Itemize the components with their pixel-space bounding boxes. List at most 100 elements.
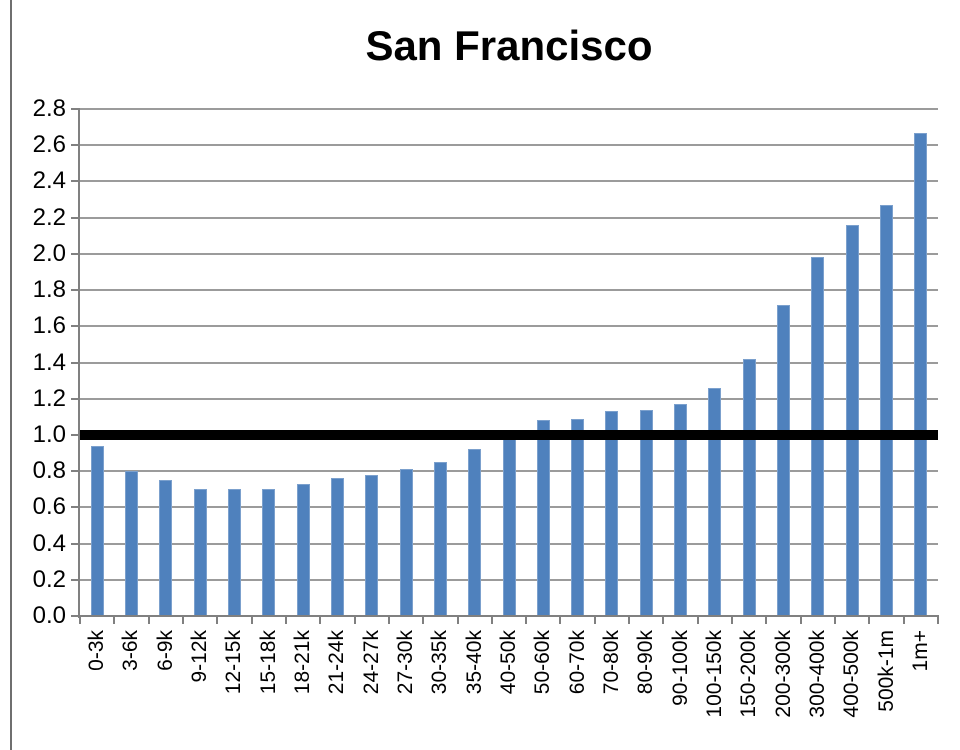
x-axis-tick [731,615,734,624]
x-axis-tick [490,615,493,624]
bar [880,204,894,616]
x-axis-tick [319,615,322,624]
y-axis-tick [71,506,80,509]
y-axis-label: 0.0 [32,602,66,629]
bar [914,132,928,616]
x-axis-label: 18-21k [291,630,315,695]
x-axis-label: 1m+ [908,630,932,672]
gridline [80,361,938,364]
gridline [80,397,938,400]
bar [262,489,276,616]
x-axis-label: 400-500k [840,630,864,718]
y-axis-label: 1.6 [32,312,66,340]
y-axis-tick [71,542,80,545]
bar [571,418,585,616]
bar [742,358,756,616]
y-axis-tick [71,470,80,473]
x-axis-tick [113,615,116,624]
page-edge-line [10,0,12,750]
x-axis-tick [834,615,837,624]
y-axis-label: 2.2 [32,203,66,231]
bar [433,462,447,616]
y-axis-label: 0.4 [32,529,66,557]
x-axis-tick [662,615,665,624]
y-axis-label: 1.8 [32,276,66,304]
y-axis-tick [71,325,80,328]
y-axis-tick [71,216,80,219]
x-axis-tick [422,615,425,624]
bar [639,409,653,616]
x-axis-label: 40-50k [497,630,520,695]
x-axis-label: 27-30k [394,630,418,695]
x-axis-tick [284,615,287,624]
x-axis-label: 90-100k [668,630,692,706]
x-axis-tick [799,615,802,624]
x-axis-label: 200-300k [771,630,795,718]
y-axis-label: 1.0 [32,420,66,448]
y-axis-label: 2.0 [32,239,66,267]
y-axis-label: 1.4 [32,348,66,376]
x-axis-label: 3-6k [119,630,143,671]
x-axis-label: 12-15k [222,630,246,695]
x-axis-tick [456,615,459,624]
x-axis-tick [250,615,253,624]
bar [159,480,173,616]
y-axis-tick [71,615,80,617]
bar [777,304,791,616]
gridline [80,252,938,255]
bar [399,469,413,616]
y-axis-label: 2.4 [32,167,66,195]
x-axis-tick [147,615,150,624]
x-axis-label: 500k-1m [874,630,898,712]
y-axis-tick [71,144,80,147]
x-axis-tick [525,615,528,624]
x-axis-tick [628,615,631,624]
bar [674,404,688,616]
x-axis-label: 80-90k [634,630,658,695]
bar [536,420,550,616]
x-axis-label: 21-24k [325,630,349,695]
y-axis-label: 2.6 [32,131,66,159]
y-axis-tick [71,397,80,400]
y-axis-tick [71,252,80,255]
x-axis-tick [216,615,219,624]
y-axis-tick [71,361,80,364]
y-axis-tick [71,180,80,183]
x-axis-tick [181,615,184,624]
y-axis-tick [71,433,80,436]
x-axis-label: 9-12k [188,630,212,683]
y-axis-label: 2.8 [32,95,66,122]
y-axis-label: 0.2 [32,565,66,593]
x-axis-label: 50-60k [531,630,555,695]
x-axis-label: 70-80k [599,630,623,695]
x-axis-tick [902,615,905,624]
x-axis-tick [559,615,562,624]
x-axis-label: 300-400k [805,630,829,718]
y-axis-line [78,109,80,618]
bar [124,471,138,616]
y-axis-label: 0.6 [32,493,66,521]
x-axis-tick [387,615,390,624]
x-axis-label: 15-18k [256,630,280,695]
bar [90,445,104,616]
bar [296,483,310,616]
x-axis-label: 6-9k [153,630,177,671]
gridline [80,108,938,110]
gridline [80,325,938,328]
y-axis-label: 1.2 [32,384,66,412]
x-axis-tick [765,615,768,624]
x-axis-tick [79,615,81,624]
reference-line [78,429,938,440]
bar [193,489,207,616]
x-axis-label: 60-70k [565,630,589,695]
x-axis-tick [353,615,356,624]
bar [845,224,859,616]
y-axis-tick [71,108,80,110]
gridline [80,144,938,147]
x-axis-tick [937,615,939,624]
gridline [80,180,938,183]
bar [605,411,619,616]
x-axis-label: 0-3k [85,630,109,671]
chart-title: San Francisco [365,22,653,69]
x-axis-label: 24-27k [359,630,383,695]
